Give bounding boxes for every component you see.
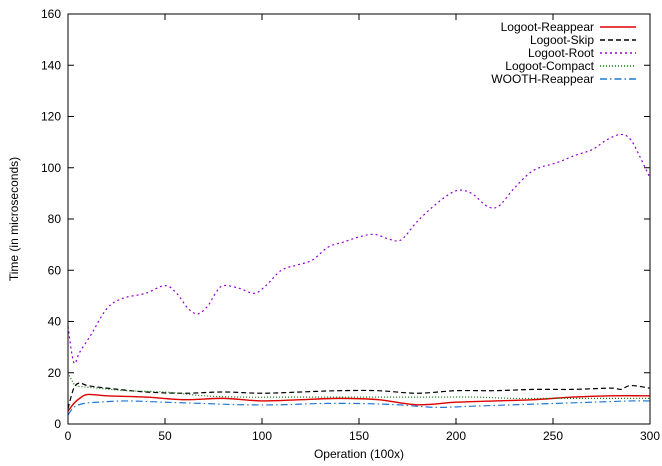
series-line-wooth-reappear — [67, 400, 651, 416]
axes-layer: 0 50 100 150 200 250 300 0 20 40 60 80 100 120 140 160 — [41, 7, 660, 443]
x-tick-label: 250 — [543, 429, 563, 443]
series-line-logoot-root — [67, 133, 651, 365]
x-tick-label: 200 — [446, 429, 466, 443]
x-tick-label: 150 — [349, 429, 369, 443]
series-line-logoot-compact — [67, 372, 650, 400]
x-tick-label: 300 — [640, 429, 660, 443]
legend-label-logoot-root: Logoot-Root — [528, 46, 595, 60]
y-tick-label: 0 — [54, 417, 61, 431]
legend-label-logoot-skip: Logoot-Skip — [530, 33, 594, 47]
x-axis-title: Operation (100x) — [314, 447, 404, 461]
y-tick-label: 100 — [41, 161, 61, 175]
legend-label-wooth-reappear: WOOTH-Reappear — [491, 72, 594, 86]
series-line-logoot-skip — [67, 382, 651, 409]
y-tick-label: 60 — [48, 263, 62, 277]
x-tick-label: 100 — [252, 429, 272, 443]
y-tick-label: 140 — [41, 58, 61, 72]
y-axis-title: Time (in microseconds) — [7, 157, 21, 281]
series-layer — [67, 133, 651, 416]
y-tick-label: 80 — [48, 212, 62, 226]
y-tick-label: 160 — [41, 7, 61, 21]
x-tick-label: 0 — [65, 429, 72, 443]
legend: Logoot-ReappearLogoot-SkipLogoot-RootLog… — [491, 20, 636, 86]
y-tick-label: 120 — [41, 110, 61, 124]
legend-label-logoot-compact: Logoot-Compact — [505, 59, 594, 73]
y-tick-label: 20 — [48, 366, 62, 380]
x-tick-label: 50 — [158, 429, 172, 443]
legend-label-logoot-reappear: Logoot-Reappear — [501, 20, 594, 34]
series-line-logoot-reappear — [67, 393, 651, 412]
y-tick-label: 40 — [48, 315, 62, 329]
